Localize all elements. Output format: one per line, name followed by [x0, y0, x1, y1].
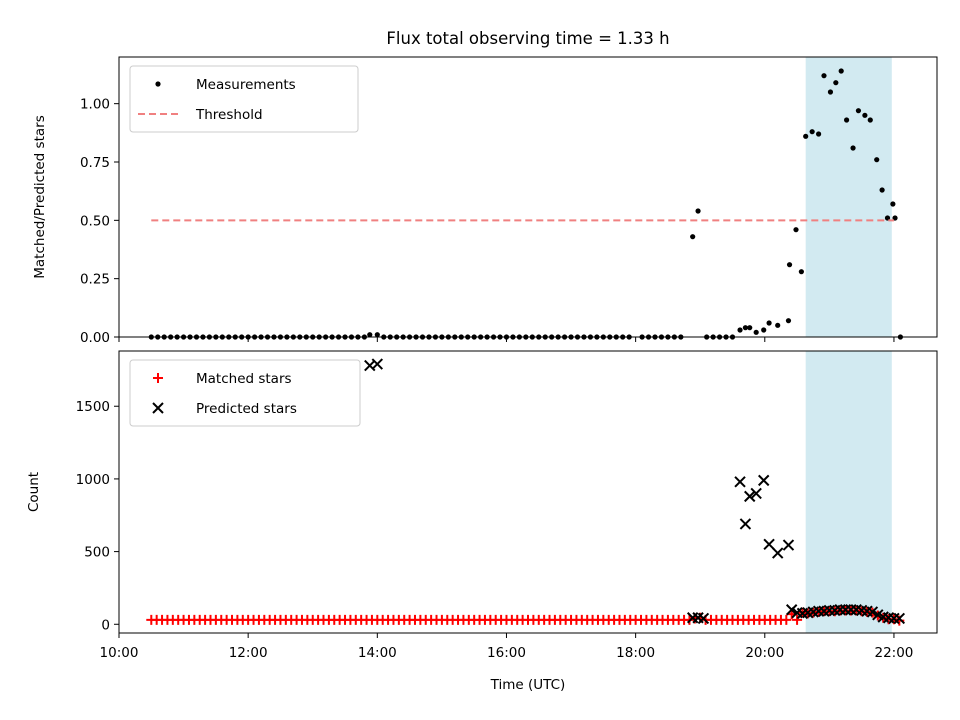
- predicted-star-point: [893, 612, 906, 625]
- y-axis-label: Count: [26, 472, 42, 512]
- y-tick-label: 0: [101, 617, 110, 633]
- measurement-point: [838, 68, 844, 74]
- measurement-point: [761, 327, 767, 333]
- measurement-point: [785, 318, 792, 324]
- measurement-point: [809, 129, 815, 135]
- predicted-star-point: [744, 490, 756, 503]
- legend-box: [129, 65, 359, 133]
- chart-title: Flux total observing time = 1.33 h: [386, 29, 669, 48]
- y-tick-label: 1.00: [80, 97, 110, 113]
- measurement-point: [753, 329, 759, 335]
- measurement-point: [690, 234, 696, 240]
- legend-label: Threshold: [195, 107, 263, 123]
- measurement-point: [874, 157, 880, 163]
- measurement-point: [821, 73, 827, 79]
- legend-label: Predicted stars: [196, 401, 297, 417]
- measurement-point: [775, 322, 781, 328]
- matched-star-point: [792, 614, 803, 625]
- x-tick-label: 12:00: [229, 645, 268, 661]
- measurement-point: [879, 187, 885, 193]
- x-tick-label: 10:00: [100, 645, 139, 661]
- measurement-point: [892, 215, 898, 221]
- legend: Measurements Threshold: [129, 65, 359, 133]
- x-tick-label: 22:00: [874, 645, 913, 661]
- legend-label: Matched stars: [196, 371, 292, 387]
- x-tick-label: 20:00: [745, 645, 784, 661]
- x-tick-label: 18:00: [616, 645, 655, 661]
- y-tick-label: 0.25: [80, 272, 110, 288]
- axes-frame: [118, 350, 938, 634]
- panel-0: 0.00 0.25 0.50 0.75 1.00 Matched/Predicted st…: [32, 29, 938, 346]
- measurement-point: [798, 269, 804, 275]
- y-tick-label: 0.00: [80, 330, 110, 346]
- legend-marker-matched: [153, 373, 163, 383]
- axes-frame: [118, 56, 938, 338]
- predicted-star-point: [697, 612, 710, 625]
- measurement-point: [374, 332, 380, 338]
- legend-label: Measurements: [196, 77, 296, 93]
- measurement-point: [742, 325, 749, 331]
- x-axis-label: Time (UTC): [490, 677, 566, 693]
- y-tick-label: 0.75: [80, 155, 110, 171]
- legend: Matched stars Predicted stars: [129, 359, 361, 427]
- measurement-point: [747, 325, 753, 331]
- x-tick-label: 14:00: [358, 645, 397, 661]
- measurement-point: [843, 117, 850, 123]
- measurement-point: [367, 332, 373, 338]
- predicted-star-point: [771, 547, 784, 559]
- predicted-star-point: [734, 476, 746, 488]
- predicted-star-point: [750, 487, 762, 500]
- measurement-point: [766, 320, 772, 326]
- predicted-star-point: [866, 606, 879, 618]
- measurement-point: [737, 327, 743, 333]
- measurement-point: [827, 89, 834, 95]
- measurement-point: [803, 133, 809, 139]
- measurement-point: [786, 262, 793, 268]
- legend-marker-predicted: [152, 402, 164, 414]
- measurement-point: [867, 117, 873, 123]
- legend-marker-measurements: [155, 81, 161, 87]
- predicted-star-point: [782, 539, 795, 551]
- measurement-point: [850, 145, 856, 151]
- matched-star-point: [781, 614, 792, 625]
- panel-1: 0 500 1000 1500 10:00 12:00 14:00 16:00 18:00 20:…: [26, 350, 938, 693]
- predicted-star-point: [758, 474, 770, 487]
- legend-box: [129, 359, 361, 427]
- predicted-star-point: [371, 358, 384, 370]
- measurement-point: [816, 131, 822, 137]
- y-axis-label: Matched/Predicted stars: [32, 115, 48, 278]
- measurement-point: [793, 227, 799, 233]
- shaded-interval: [805, 57, 892, 337]
- measurement-point: [695, 208, 701, 214]
- x-tick-label: 16:00: [487, 645, 526, 661]
- measurement-point: [884, 215, 891, 221]
- predicted-star-point: [763, 538, 775, 551]
- y-tick-label: 0.50: [80, 213, 110, 229]
- measurement-point: [862, 112, 868, 118]
- y-tick-label: 1000: [76, 472, 110, 488]
- y-tick-label: 1500: [76, 399, 110, 415]
- predicted-star-point: [785, 604, 798, 616]
- shaded-interval: [805, 351, 892, 633]
- y-tick-label: 500: [84, 545, 110, 561]
- measurement-point: [855, 108, 862, 114]
- predicted-star-point: [739, 518, 752, 530]
- measurement-point: [833, 80, 839, 86]
- measurement-point: [890, 201, 896, 207]
